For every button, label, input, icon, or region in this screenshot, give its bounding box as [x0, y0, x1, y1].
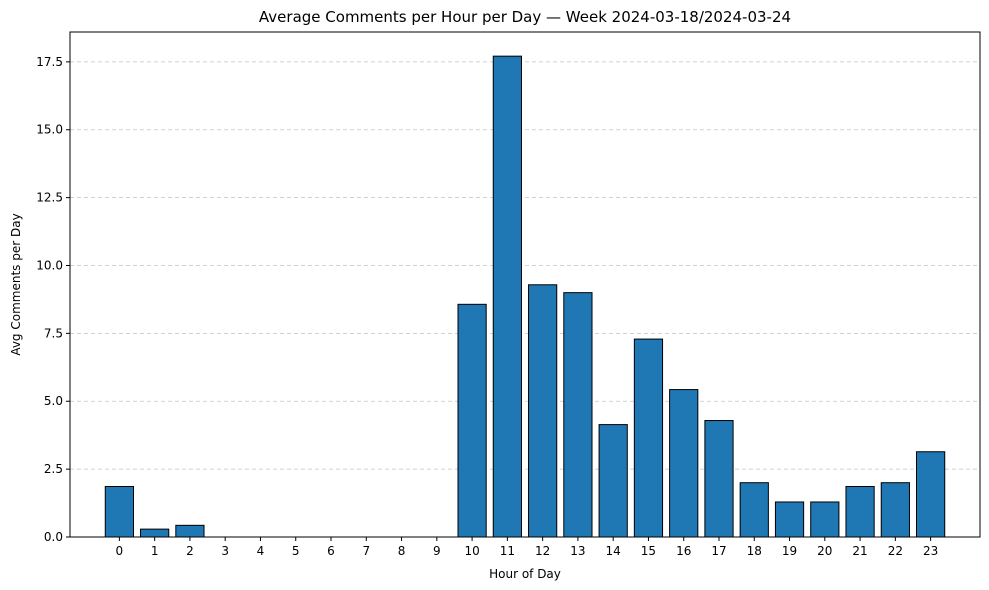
bar-hour-14: [598, 424, 628, 538]
x-tick-label: 8: [398, 544, 406, 558]
grid-lines: [70, 61, 980, 538]
y-tick-label: 10.0: [36, 258, 63, 272]
bar-hour-21: [845, 486, 875, 538]
bar-hour-17: [704, 420, 734, 538]
x-tick-label: 16: [676, 544, 691, 558]
bar-hour-15: [633, 338, 664, 538]
y-tick-label: 2.5: [44, 462, 63, 476]
x-tick-label: 12: [535, 544, 550, 558]
x-tick-label: 2: [186, 544, 194, 558]
x-tick-label: 14: [606, 544, 621, 558]
x-tick-label: 1: [151, 544, 159, 558]
x-tick-label: 4: [257, 544, 265, 558]
y-axis-ticks: 0.0 2.5 5.0 7.5 10.0 12.5 15.0 17.5: [36, 55, 70, 544]
y-tick-label: 5.0: [44, 394, 63, 408]
x-tick-label: 23: [923, 544, 938, 558]
x-tick-label: 22: [888, 544, 903, 558]
bar-hour-12: [528, 284, 558, 538]
x-axis-ticks: 0 1 2 3 4 5 6 7 8 9 10 11 12 13 14 15 16 17 18 19 20 21 22 23: [116, 537, 938, 558]
y-axis-label: Avg Comments per Day: [9, 213, 23, 355]
x-tick-label: 18: [747, 544, 762, 558]
x-tick-label: 9: [433, 544, 441, 558]
x-tick-label: 10: [464, 544, 479, 558]
x-tick-label: 7: [362, 544, 370, 558]
bars: [104, 55, 946, 538]
bar-hour-19: [774, 501, 805, 538]
x-tick-label: 20: [817, 544, 832, 558]
x-tick-label: 15: [641, 544, 656, 558]
x-tick-label: 6: [327, 544, 335, 558]
bar-hour-10: [457, 303, 487, 538]
bar-hour-23: [916, 451, 946, 538]
y-tick-label: 0.0: [44, 530, 63, 544]
bar-hour-20: [810, 501, 840, 538]
bar-hour-16: [669, 389, 699, 538]
y-tick-label: 7.5: [44, 326, 63, 340]
y-tick-label: 17.5: [36, 55, 63, 69]
x-tick-label: 21: [852, 544, 867, 558]
bar-hour-11: [492, 55, 522, 538]
bar-hour-22: [880, 482, 910, 538]
bar-hour-13: [563, 292, 593, 538]
y-tick-label: 12.5: [36, 191, 63, 205]
x-axis-label: Hour of Day: [489, 567, 561, 581]
y-tick-label: 15.0: [36, 123, 63, 137]
x-tick-label: 13: [570, 544, 585, 558]
bar-hour-18: [739, 482, 769, 538]
x-tick-label: 11: [500, 544, 515, 558]
x-tick-label: 5: [292, 544, 300, 558]
plot-frame: [69, 31, 981, 538]
chart-title: Average Comments per Hour per Day — Week…: [259, 8, 791, 26]
bar-hour-0: [104, 486, 134, 538]
bar-hour-1: [140, 528, 170, 538]
x-tick-label: 17: [711, 544, 726, 558]
x-tick-label: 3: [221, 544, 229, 558]
x-tick-label: 0: [116, 544, 124, 558]
bar-hour-2: [175, 524, 205, 538]
x-tick-label: 19: [782, 544, 797, 558]
